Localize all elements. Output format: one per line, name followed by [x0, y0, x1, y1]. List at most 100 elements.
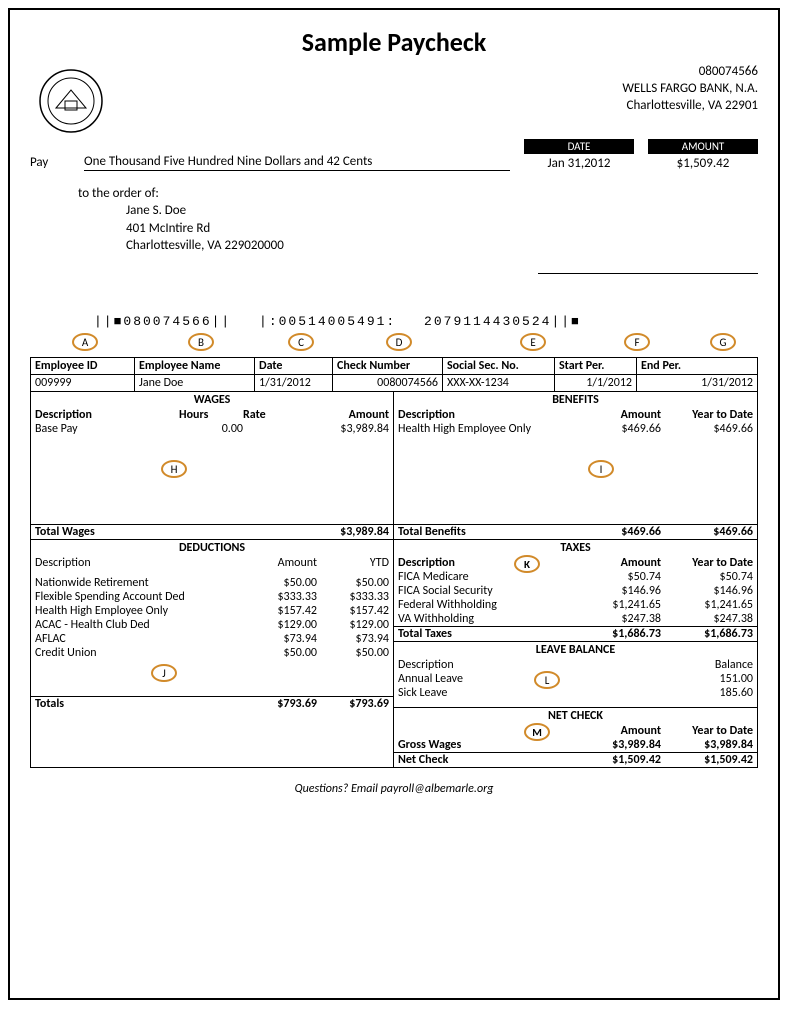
micr-line: ||■080074566|| |:00514005491: 2079114430…	[30, 314, 758, 329]
tax-desc: FICA Medicare	[398, 570, 579, 584]
marker-i: I	[588, 460, 614, 478]
signature-line	[30, 273, 758, 274]
marker-b: B	[188, 333, 214, 351]
stub-panels: WAGES Description Hours Rate Amount Base…	[30, 392, 758, 768]
wages-desc: Base Pay	[35, 422, 179, 436]
tax-desc: FICA Social Security	[398, 584, 579, 598]
ded-ytd: $129.00	[317, 618, 389, 632]
marker-e: E	[520, 333, 546, 351]
wages-total-label: Total Wages	[35, 525, 179, 539]
table-row: Net Check $1,509.42 $1,509.42	[394, 752, 757, 767]
marker-l: L	[534, 671, 560, 689]
marker-f: F	[624, 333, 650, 351]
net-h0	[398, 724, 579, 738]
marker-c: C	[288, 333, 314, 351]
tax-amt: $247.38	[579, 612, 661, 626]
net-h1: Amount	[579, 724, 661, 738]
table-row: Federal Withholding$1,241.65$1,241.65	[394, 598, 757, 612]
ben-desc: Health High Employee Only	[398, 422, 579, 436]
tax-total-label: Total Taxes	[398, 627, 579, 641]
table-row: FICA Social Security$146.96$146.96	[394, 584, 757, 598]
wages-total-amt: $3,989.84	[307, 525, 389, 539]
ded-total-ytd: $793.69	[317, 697, 389, 711]
info-v0: 009999	[31, 374, 135, 391]
county-seal-icon	[38, 68, 104, 134]
leave-h1: Balance	[661, 658, 753, 672]
net-title: NET CHECK	[394, 708, 757, 724]
pay-label: Pay	[30, 155, 84, 171]
info-v2: 1/31/2012	[255, 374, 333, 391]
payee-block: to the order of: Jane S. Doe 401 McIntir…	[78, 185, 758, 255]
marker-j: J	[151, 664, 177, 682]
wages-panel: WAGES Description Hours Rate Amount Base…	[31, 392, 393, 539]
info-v6: 1/31/2012	[637, 374, 758, 391]
bank-block: WELLS FARGO BANK, N.A. Charlottesville, …	[30, 81, 758, 115]
net-nc-ytd: $1,509.42	[661, 753, 753, 767]
ded-desc: AFLAC	[35, 632, 245, 646]
ded-total-label: Totals	[35, 697, 245, 711]
footer-text: Questions? Email payroll@albemarle.org	[30, 782, 758, 796]
wages-amt: $3,989.84	[307, 422, 389, 436]
bank-city: Charlottesville, VA 22901	[30, 98, 758, 115]
tax-h1: Amount	[579, 556, 661, 570]
table-row: FICA Medicare$50.74$50.74	[394, 570, 757, 584]
ben-total-amt: $469.66	[579, 525, 661, 539]
leave-h0: Description	[398, 658, 661, 672]
table-row: 009999 Jane Doe 1/31/2012 0080074566 XXX…	[31, 374, 758, 391]
ded-h0: Description	[35, 556, 245, 570]
ded-amt: $129.00	[245, 618, 317, 632]
page-title: Sample Paycheck	[30, 26, 758, 58]
date-header: DATE	[524, 139, 634, 154]
info-v1: Jane Doe	[135, 374, 255, 391]
net-nc-amt: $1,509.42	[579, 753, 661, 767]
bank-name: WELLS FARGO BANK, N.A.	[30, 81, 758, 98]
marker-h: H	[161, 460, 187, 478]
info-h3: Check Number	[333, 357, 443, 374]
wages-rate	[243, 422, 307, 436]
table-row: Health High Employee Only$157.42$157.42	[31, 604, 393, 618]
deductions-panel: DEDUCTIONS Description Amount YTD Nation…	[31, 539, 393, 711]
ben-total-label: Total Benefits	[398, 525, 579, 539]
tax-ytd: $50.74	[661, 570, 753, 584]
check-number-top: 080074566	[30, 64, 758, 79]
marker-row: A B C D E F G	[30, 333, 758, 355]
tax-amt: $1,241.65	[579, 598, 661, 612]
ben-amt: $469.66	[579, 422, 661, 436]
ded-desc: Credit Union	[35, 646, 245, 660]
info-table: Employee ID Employee Name Date Check Num…	[30, 357, 758, 392]
marker-d: D	[386, 333, 412, 351]
ded-ytd: $157.42	[317, 604, 389, 618]
tax-h2: Year to Date	[661, 556, 753, 570]
ben-total-ytd: $469.66	[661, 525, 753, 539]
info-v3: 0080074566	[333, 374, 443, 391]
ded-amt: $157.42	[245, 604, 317, 618]
info-h6: End Per.	[637, 357, 758, 374]
ded-desc: Flexible Spending Account Ded	[35, 590, 245, 604]
tax-h0: Description	[398, 556, 579, 570]
tax-amt: $146.96	[579, 584, 661, 598]
check-amount: $1,509.42	[648, 156, 758, 171]
tax-desc: Federal Withholding	[398, 598, 579, 612]
wages-h0: Description	[35, 408, 179, 422]
table-row: ACAC - Health Club Ded$129.00$129.00	[31, 618, 393, 632]
net-gw-ytd: $3,989.84	[661, 738, 753, 752]
leave-d0: Annual Leave	[398, 672, 661, 686]
wages-hours: 0.00	[179, 422, 243, 436]
ded-ytd: $50.00	[317, 576, 389, 590]
table-row: AFLAC$73.94$73.94	[31, 632, 393, 646]
info-v4: XXX-XX-1234	[443, 374, 555, 391]
marker-a: A	[72, 333, 98, 351]
pay-amount-words: One Thousand Five Hundred Nine Dollars a…	[84, 154, 510, 171]
benefits-title: BENEFITS	[394, 392, 757, 408]
tax-total-amt: $1,686.73	[579, 627, 661, 641]
ded-total-amt: $793.69	[245, 697, 317, 711]
marker-g: G	[710, 333, 736, 351]
ded-h1: Amount	[245, 556, 317, 570]
wages-h3: Amount	[307, 408, 389, 422]
ded-amt: $73.94	[245, 632, 317, 646]
info-h4: Social Sec. No.	[443, 357, 555, 374]
leave-panel: LEAVE BALANCE Description Balance Annual…	[394, 641, 757, 708]
table-row: Sick Leave 185.60	[394, 686, 757, 700]
page: Sample Paycheck 080074566 WELLS FARGO BA…	[8, 8, 780, 1000]
taxes-title: TAXES	[394, 540, 757, 556]
